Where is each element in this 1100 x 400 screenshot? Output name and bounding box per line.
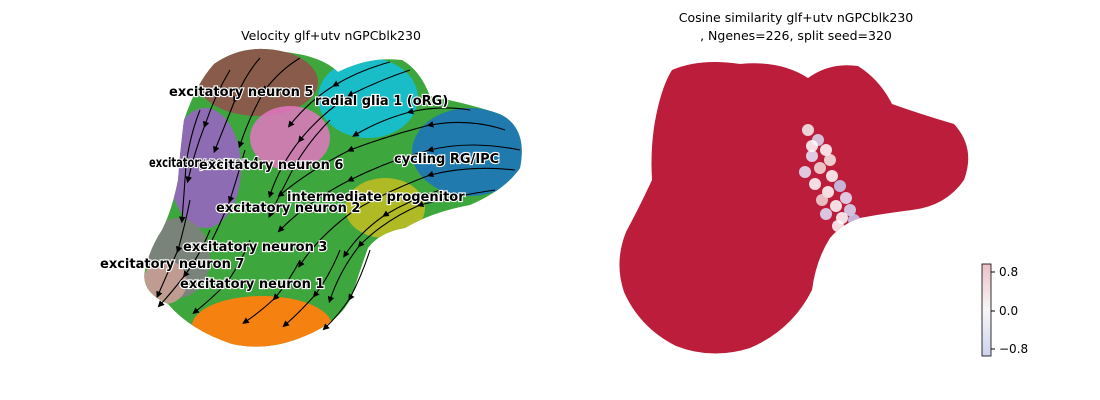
cluster-label-cycling-rg-ipc: cycling RG/IPC	[394, 152, 499, 167]
cosine-point-16	[799, 166, 811, 178]
streamline-6	[287, 61, 391, 128]
streamline-16	[322, 249, 371, 331]
streamline-13	[192, 239, 251, 315]
cosine-point-11	[816, 194, 828, 206]
streamline-12	[157, 229, 211, 308]
cosine-embedding	[619, 62, 969, 354]
streamline-18	[352, 107, 471, 137]
colorbar: 0.8 0.0 −0.8	[981, 263, 1028, 357]
colorbar-tick-low: −0.8	[999, 342, 1028, 356]
cosine-panel-title-line1: Cosine similarity glf+utv nGPCblk230	[679, 10, 914, 25]
colorbar-gradient	[981, 263, 992, 357]
cosine-point-19	[820, 208, 832, 220]
cluster-label-intermediate-progenitor: intermediate progenitor	[287, 190, 465, 205]
cluster-region-cycling-rg-ipc	[412, 108, 522, 196]
streamline-8	[213, 57, 261, 154]
cluster-label-excitatory-neuron-7: excitatory neuron 7	[100, 257, 244, 272]
streamline-17	[343, 189, 441, 258]
cosine-point-3	[820, 144, 832, 156]
colorbar-tick-mid: 0.0	[999, 304, 1018, 318]
cluster-label-excitatory-neuron-3: excitatory neuron 3	[183, 240, 327, 255]
cluster-region-excitatory-neuron-1	[192, 296, 332, 347]
cosine-point-18	[832, 220, 844, 232]
colorbar-tick-high: 0.8	[999, 265, 1018, 279]
velocity-streamlines	[156, 57, 521, 331]
cosine-point-5	[814, 162, 826, 174]
cosine-point-6	[826, 170, 838, 182]
cosine-fill-high	[619, 62, 969, 354]
cluster-label-excitatory-neuron-2: excitatory neuron 2	[216, 201, 360, 216]
cosine-point-10	[830, 200, 842, 212]
cosine-point-7	[834, 180, 846, 192]
streamline-20	[206, 149, 246, 251]
cosine-point-9	[840, 192, 852, 204]
cosine-panel: Cosine similarity glf+utv nGPCblk230 , N…	[619, 10, 1028, 357]
cluster-label-radial-glia-1: radial glia 1 (oRG)	[315, 94, 448, 109]
cluster-labels: excitatory neuron 5 radial glia 1 (oRG) …	[99, 84, 500, 293]
cosine-point-17	[848, 214, 860, 226]
cosine-panel-title-line2: , Ngenes=226, split seed=320	[700, 28, 892, 43]
cosine-point-4	[806, 150, 818, 162]
cluster-label-excitatory-neuron-5: excitatory neuron 5	[169, 85, 313, 100]
streamline-9	[185, 69, 231, 184]
cosine-point-1	[802, 124, 814, 136]
cosine-point-20	[806, 140, 818, 152]
cluster-label-excitatory-neuron-1: excitatory neuron 1	[180, 277, 324, 292]
velocity-panel: Velocity glf+utv nGPCblk230 excitatory n…	[99, 28, 522, 347]
streamline-15	[282, 249, 341, 328]
streamline-14	[242, 259, 301, 324]
cluster-label-excitatory-neuron-4: excitatory neuron 4	[149, 156, 259, 171]
cosine-mixed-region	[799, 124, 860, 232]
streamline-7	[237, 57, 301, 149]
streamline-19	[268, 119, 331, 218]
velocity-panel-title: Velocity glf+utv nGPCblk230	[241, 28, 421, 43]
cosine-point-12	[844, 204, 856, 216]
cosine-point-14	[809, 178, 821, 190]
streamline-10	[178, 109, 201, 224]
cosine-point-15	[824, 154, 836, 166]
streamline-4	[327, 189, 496, 304]
cluster-label-excitatory-neuron-6: excitatory neuron 6	[199, 158, 343, 173]
